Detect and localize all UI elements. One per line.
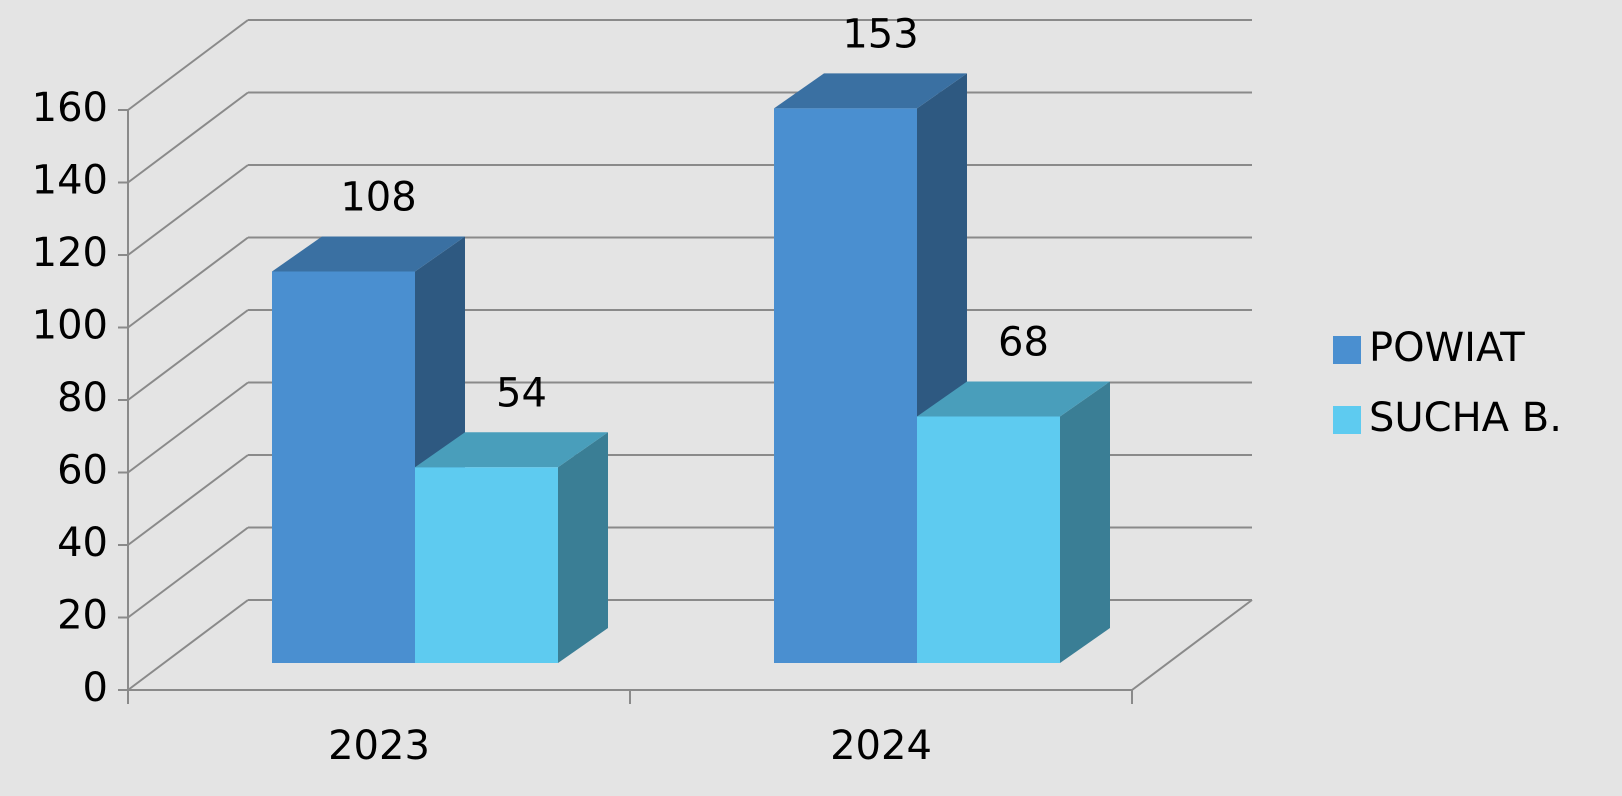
chart: 0 20 40 60 80 100 120 140 160 2023 108 54 2024 153 68 P… bbox=[0, 0, 1622, 796]
y-tick-label: 40 bbox=[57, 520, 108, 566]
bar-side bbox=[1060, 382, 1110, 664]
y-tick-label: 160 bbox=[32, 85, 108, 131]
x-tick-label: 2024 bbox=[830, 723, 932, 769]
value-label: 153 bbox=[842, 11, 918, 57]
bar bbox=[774, 108, 917, 663]
legend-label: POWIAT bbox=[1369, 325, 1525, 371]
y-tick-label: 100 bbox=[32, 303, 108, 349]
y-tick-label: 140 bbox=[32, 158, 108, 204]
y-tick-label: 0 bbox=[83, 665, 108, 711]
bar bbox=[917, 417, 1060, 664]
y-tick-label: 20 bbox=[57, 593, 108, 639]
legend-label: SUCHA B. bbox=[1369, 395, 1562, 441]
page: 0 20 40 60 80 100 120 140 160 2023 108 54 2024 153 68 P… bbox=[0, 0, 1622, 796]
value-label: 54 bbox=[496, 370, 547, 416]
bar-side bbox=[558, 432, 608, 663]
y-tick-label: 120 bbox=[32, 230, 108, 276]
legend-swatch bbox=[1333, 336, 1361, 364]
value-label: 108 bbox=[340, 175, 416, 221]
y-tick-label: 80 bbox=[57, 375, 108, 421]
bar bbox=[272, 272, 415, 664]
x-tick-label: 2023 bbox=[328, 723, 430, 769]
bar bbox=[415, 467, 558, 663]
legend-swatch bbox=[1333, 406, 1361, 434]
y-tick-label: 60 bbox=[57, 448, 108, 494]
value-label: 68 bbox=[998, 320, 1049, 366]
